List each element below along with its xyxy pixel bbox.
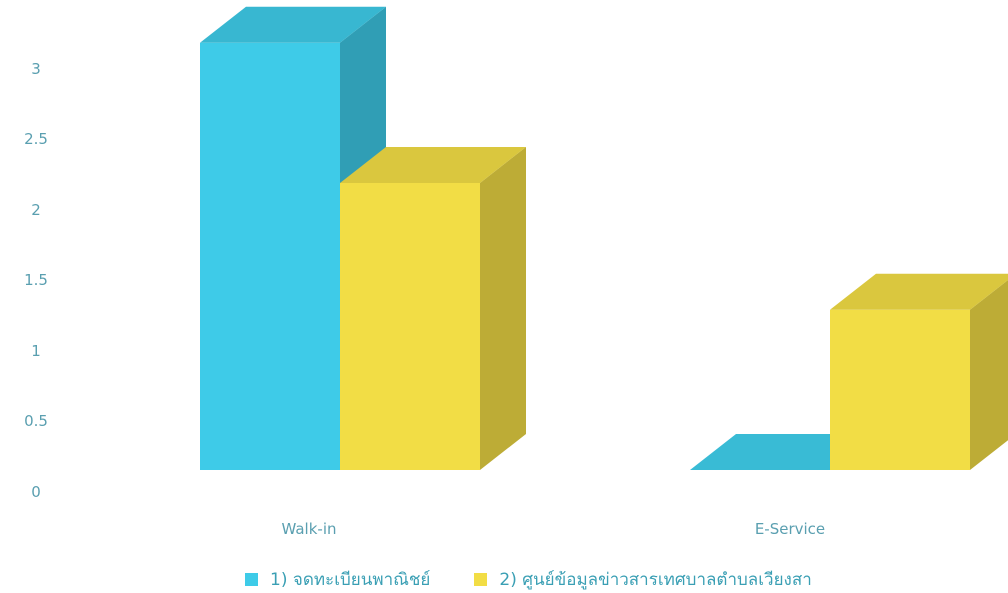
bar-side — [480, 146, 526, 470]
bar-front — [830, 309, 970, 470]
legend: 1) จดทะเบียนพาณิชย์ 2) ศูนย์ข้อมูลข่าวสา… — [245, 566, 856, 593]
y-tick-label: 2 — [31, 201, 41, 219]
legend-swatch-series-2 — [474, 573, 488, 586]
bar — [830, 273, 1008, 470]
y-tick-label: 0 — [31, 483, 41, 501]
bar-front — [340, 182, 480, 470]
legend-item-series-2: 2) ศูนย์ข้อมูลข่าวสารเทศบาลตำบลเวียงสา — [474, 566, 812, 593]
legend-swatch-series-1 — [245, 573, 258, 586]
legend-label-series-1: 1) จดทะเบียนพาณิชย์ — [270, 570, 431, 590]
bar-front — [200, 42, 340, 471]
y-axis: 0 0.5 1 1.5 2 2.5 3 — [24, 60, 48, 501]
bar-top — [830, 273, 1008, 310]
y-tick-label: 2.5 — [24, 130, 48, 148]
y-tick-label: 1 — [31, 342, 41, 360]
legend-label-series-2: 2) ศูนย์ข้อมูลข่าวสารเทศบาลตำบลเวียงสา — [499, 570, 812, 590]
y-tick-label: 0.5 — [24, 412, 48, 430]
y-tick-label: 3 — [31, 60, 41, 78]
bar-side — [970, 280, 1008, 470]
y-tick-label: 1.5 — [24, 271, 48, 289]
bar-top — [200, 6, 386, 43]
bar-top — [340, 146, 526, 183]
bar-top — [690, 434, 876, 470]
bar — [690, 434, 876, 470]
x-category-label: Walk-in — [281, 520, 336, 538]
x-category-label: E-Service — [755, 520, 825, 538]
bar — [340, 146, 526, 470]
x-axis: Walk-in E-Service — [281, 520, 825, 538]
bars — [200, 6, 1008, 471]
legend-item-series-1: 1) จดทะเบียนพาณิชย์ — [245, 566, 430, 593]
